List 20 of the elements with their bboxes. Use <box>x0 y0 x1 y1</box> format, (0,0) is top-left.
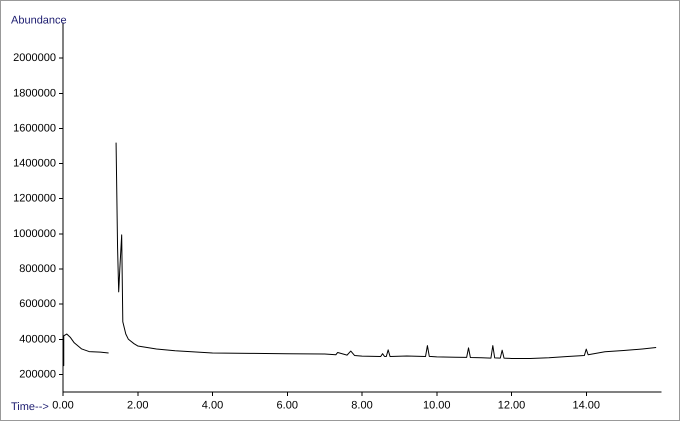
x-tick-label: 10.00 <box>422 400 451 412</box>
x-tick-label: 4.00 <box>202 400 224 412</box>
x-tick-label: 12.00 <box>498 400 526 412</box>
x-tick-label: 0.00 <box>52 400 74 412</box>
x-tick-label: 2.00 <box>127 400 148 412</box>
x-axis-title: Time--> <box>11 401 49 414</box>
y-tick-label: 2000000 <box>13 52 56 64</box>
x-tick-label: 8.00 <box>351 400 373 412</box>
y-tick-label: 400000 <box>19 333 56 346</box>
y-tick-label: 200000 <box>19 368 56 380</box>
y-tick-label: 600000 <box>19 298 56 310</box>
y-tick-label: 1200000 <box>13 192 56 205</box>
y-tick-label: 1000000 <box>13 228 56 240</box>
y-tick-label: 1800000 <box>13 87 56 100</box>
y-axis-title: Abundance <box>11 14 67 27</box>
y-tick-label: 800000 <box>19 263 56 276</box>
x-tick-label: 6.00 <box>276 400 298 412</box>
y-tick-label: 1400000 <box>13 158 56 170</box>
x-tick-label: 14.00 <box>572 400 600 412</box>
y-tick-label: 1600000 <box>13 122 56 134</box>
